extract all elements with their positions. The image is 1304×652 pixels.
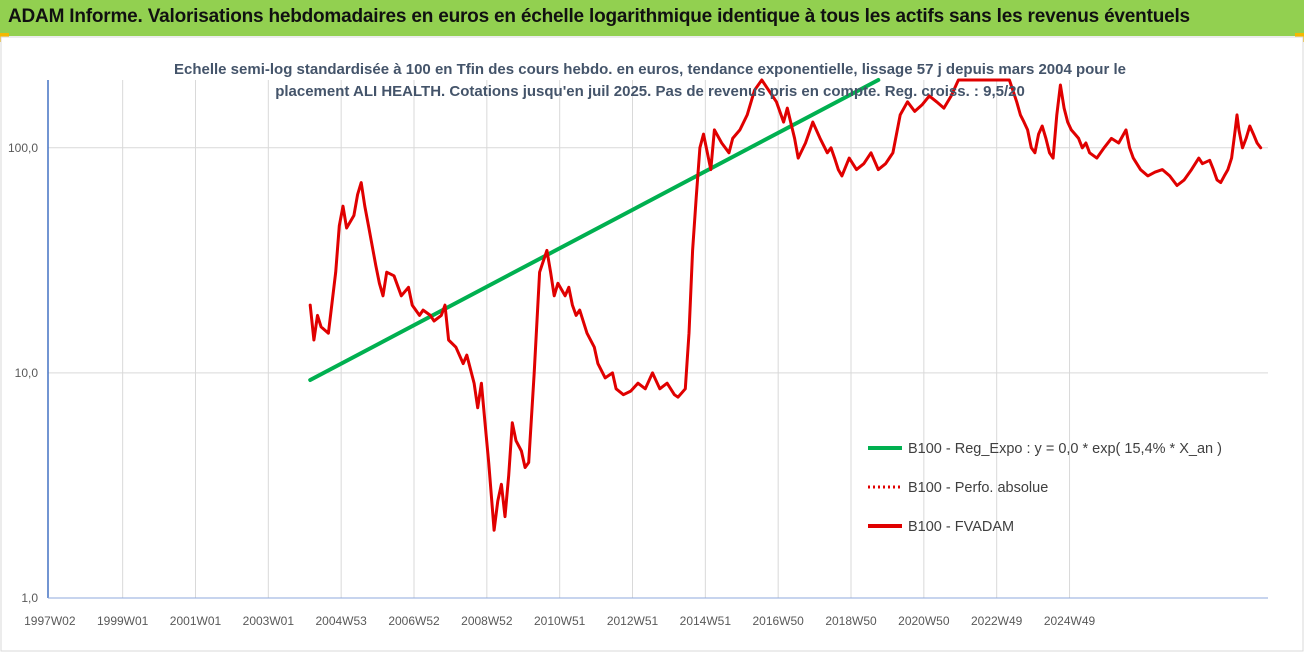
x-tick-label: 2022W49 [971,614,1023,628]
x-tick-label: 2018W50 [825,614,877,628]
legend-label-fvadam: B100 - FVADAM [908,519,1014,535]
x-tick-label: 2014W51 [680,614,732,628]
x-tick-label: 2004W53 [315,614,367,628]
fvadam-line [308,78,1263,532]
legend-label-perfo-absolue: B100 - Perfo. absolue [908,480,1048,496]
x-tick-label: 1999W01 [97,614,149,628]
y-tick-label: 10,0 [15,366,39,380]
reg-expo-line [308,78,881,382]
legend-label-reg-expo: B100 - Reg_Expo : y = 0,0 * exp( 15,4% *… [908,441,1222,457]
x-tick-label: 2010W51 [534,614,586,628]
chart-title-line-2: placement ALI HEALTH. Cotations jusqu'en… [275,83,1025,100]
x-tick-label: 2012W51 [607,614,659,628]
header-bar: ADAM Informe. Valorisations hebdomadaire… [0,0,1304,36]
x-tick-label: 2016W50 [752,614,804,628]
x-axis-labels: 1997W02 1999W01 2001W01 2003W01 2004W53 2006W… [24,614,1095,628]
x-tick-label: 2001W01 [170,614,222,628]
x-tick-label: 2020W50 [898,614,950,628]
y-axis-labels: 1,0 10,0 100,0 [8,141,38,605]
y-tick-label: 100,0 [8,141,38,155]
gridlines [48,80,1268,599]
axes [47,80,1268,599]
x-tick-label: 2006W52 [388,614,440,628]
chart-frame [0,36,1304,652]
x-tick-label: 2008W52 [461,614,513,628]
x-tick-label: 2003W01 [243,614,295,628]
y-tick-label: 1,0 [21,591,38,605]
chart: 1,0 10,0 100,0 1997W02 1999W01 2001W01 2003W0… [0,36,1304,652]
series-layer [308,78,1263,532]
legend: B100 - Reg_Expo : y = 0,0 * exp( 15,4% *… [868,441,1222,535]
page-title: ADAM Informe. Valorisations hebdomadaire… [8,6,1190,27]
chart-title-line-1: Echelle semi-log standardisée à 100 en T… [174,61,1126,78]
x-tick-label: 1997W02 [24,614,76,628]
chart-title: Echelle semi-log standardisée à 100 en T… [174,61,1126,100]
x-tick-label: 2024W49 [1044,614,1096,628]
